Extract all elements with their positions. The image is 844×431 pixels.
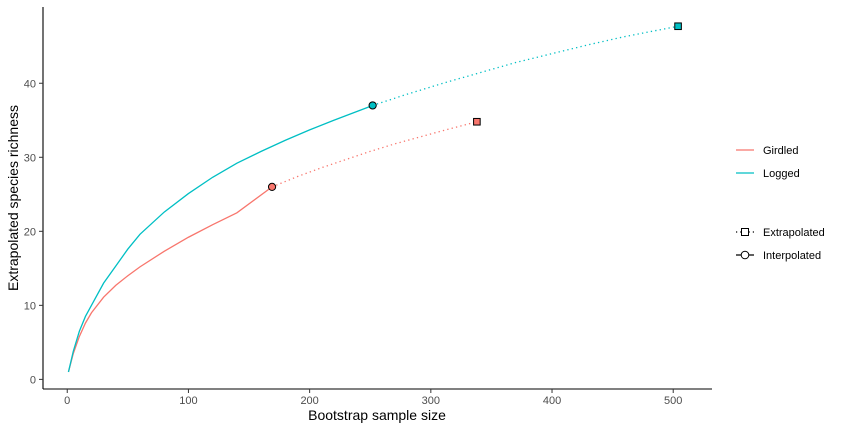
y-axis-title: Extrapolated species richness [5,105,21,291]
x-axis-title: Bootstrap sample size [308,407,446,423]
endpoint-logged [674,22,682,31]
legend-label-extrapolated: Extrapolated [763,227,825,239]
x-tick-label: 500 [664,395,682,407]
x-tick-label: 100 [179,395,197,407]
y-tick-label: 0 [30,374,36,386]
legend-key-interpolated-circle [740,250,750,260]
x-axis-ticks: 0 100 200 300 400 500 [64,389,682,407]
interpolated-line-girdled [67,186,273,373]
y-tick-label: 30 [24,152,36,164]
legend-label-girdled: Girdled [763,145,798,157]
plot-area [67,22,682,373]
legend-label-logged: Logged [763,168,800,180]
y-axis-ticks: 0 10 20 30 40 [24,78,43,386]
extrapolated-line-girdled [271,121,478,188]
x-tick-label: 0 [64,395,70,407]
legend-key-extrapolated-square [741,228,749,236]
endpoint-girdled [473,117,481,126]
reference-point-logged [368,101,377,110]
legend-label-interpolated: Interpolated [763,250,821,262]
x-tick-label: 200 [300,395,318,407]
legend: Girdled Logged Extrapolated Interpolated [736,145,825,262]
interpolated-line-logged [67,104,373,373]
y-tick-label: 20 [24,226,36,238]
reference-point-girdled [267,182,277,191]
extrapolated-line-logged [372,25,679,107]
y-tick-label: 40 [24,78,36,90]
x-tick-label: 300 [422,395,440,407]
x-tick-label: 400 [543,395,561,407]
y-tick-label: 10 [24,300,36,312]
